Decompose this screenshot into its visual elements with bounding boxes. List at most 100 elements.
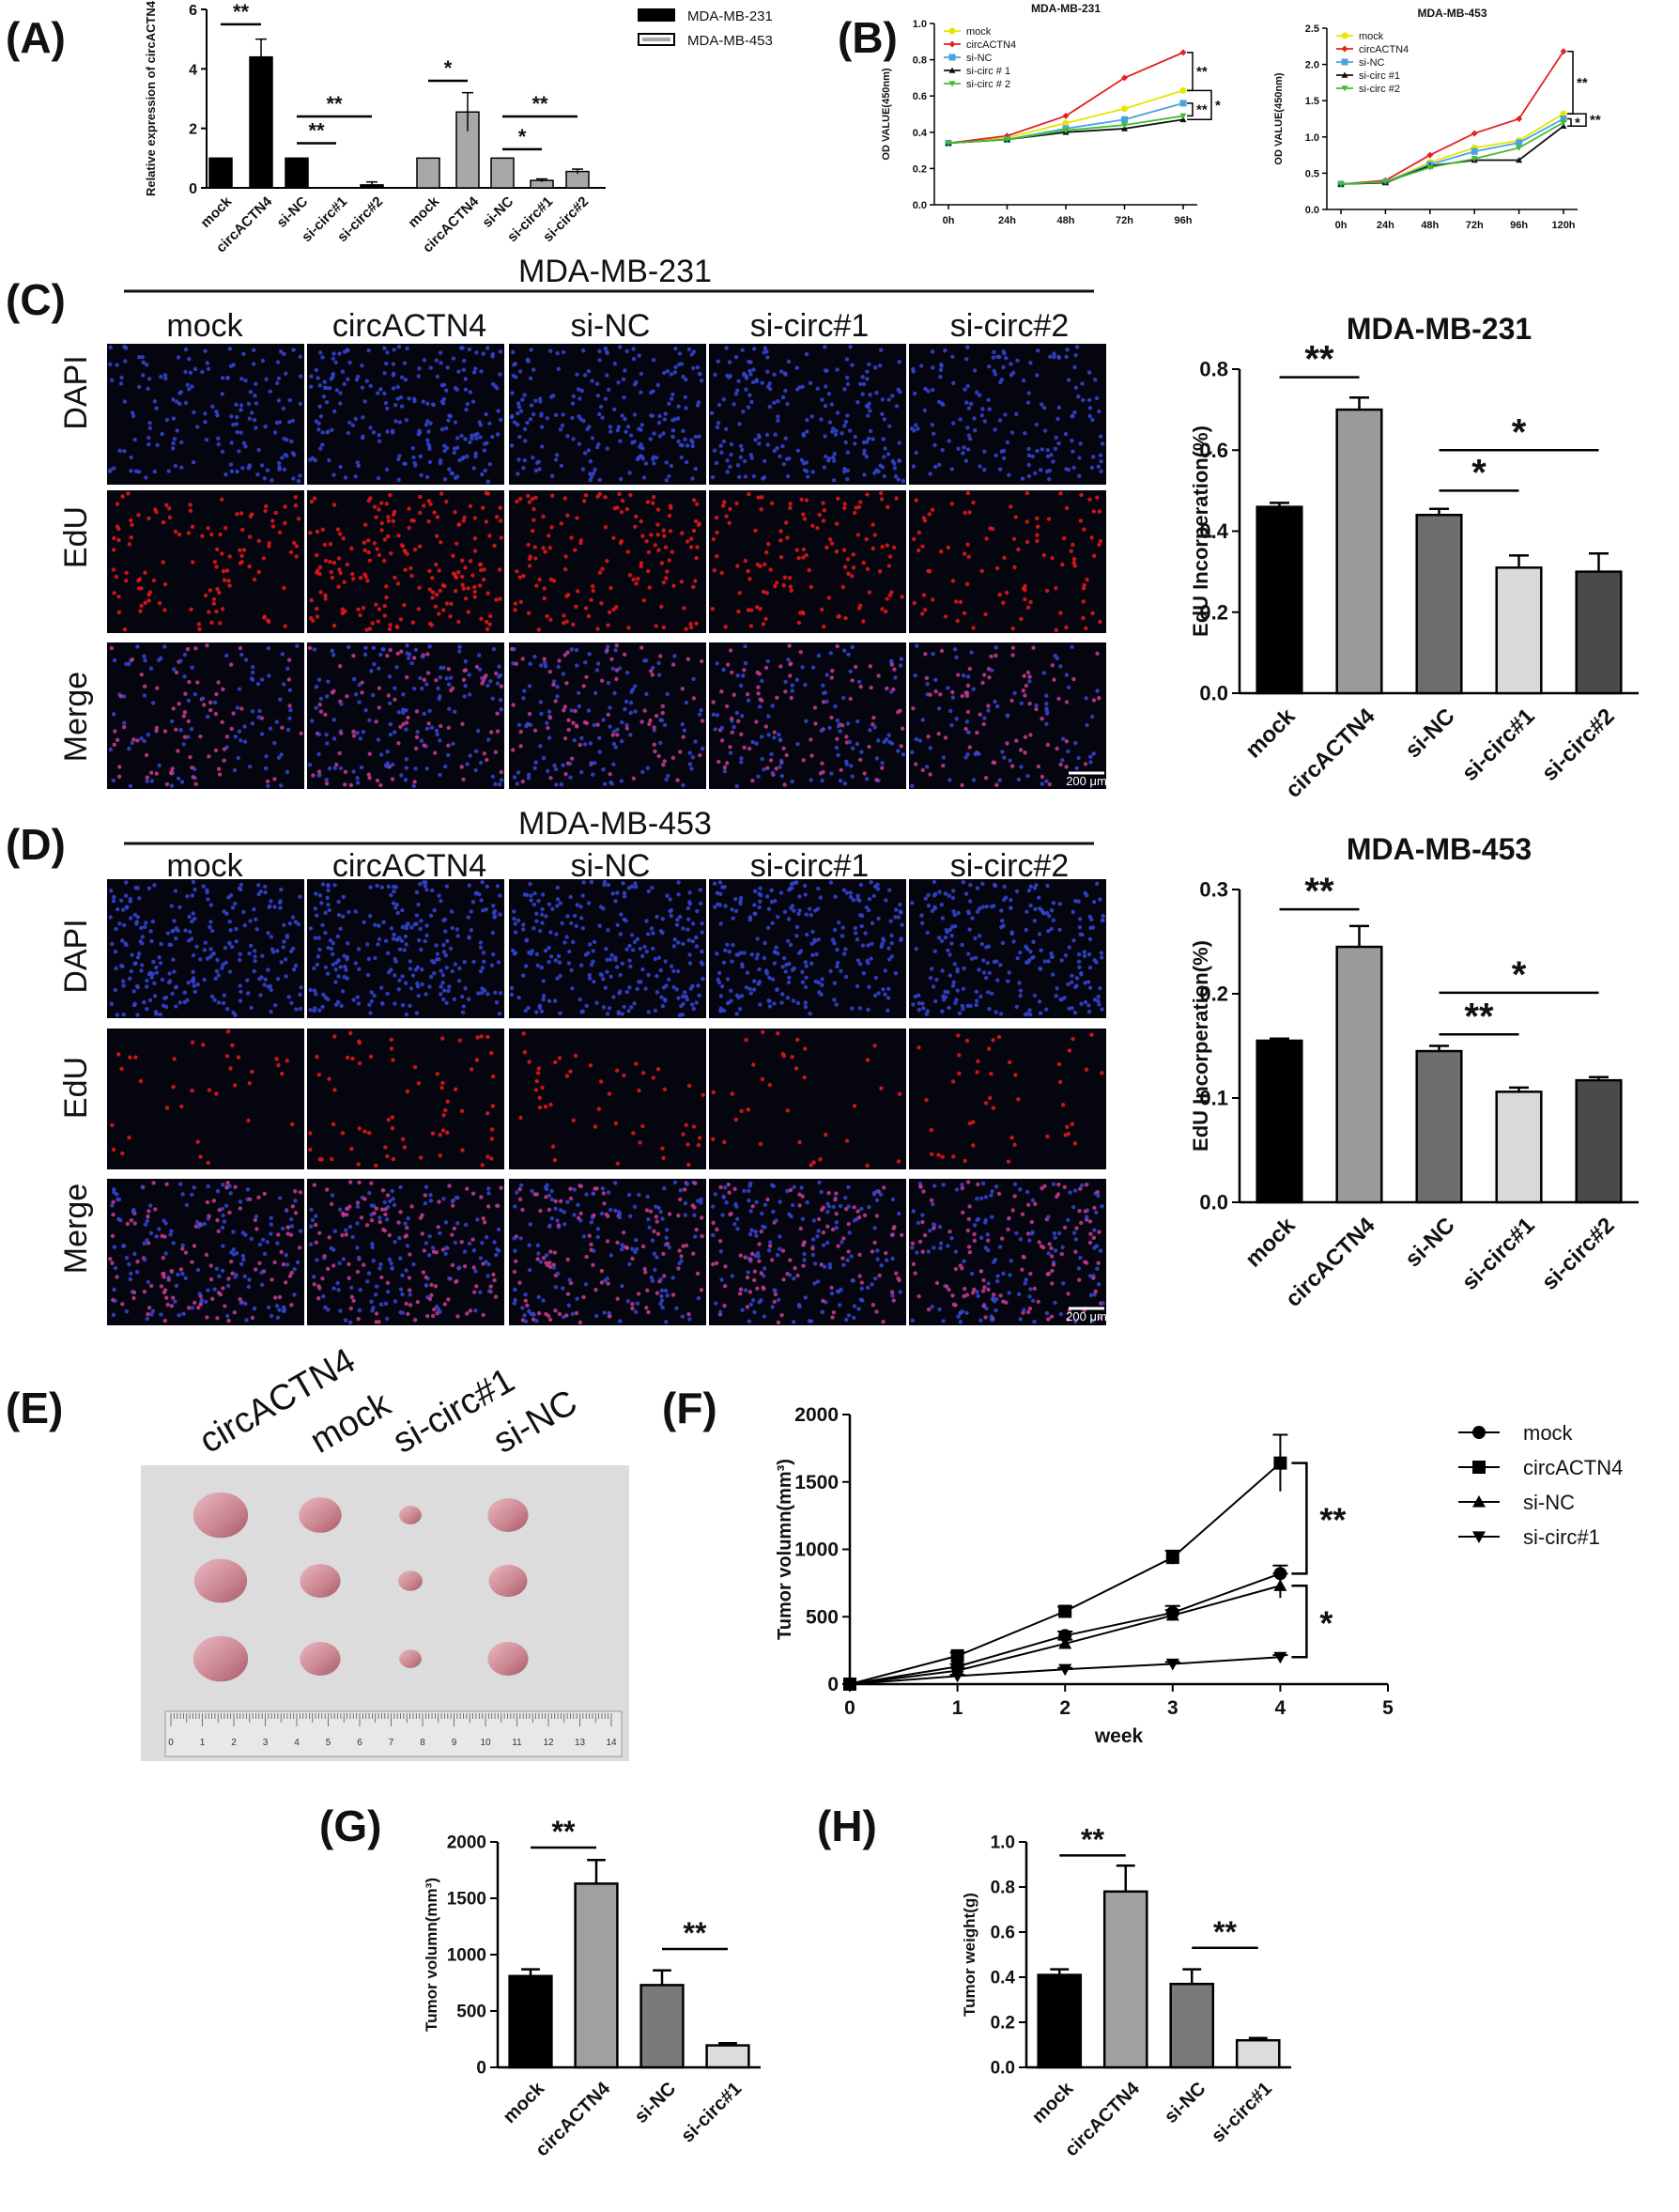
micro-d-cell-dot — [369, 1218, 375, 1223]
micro-c-cell-dot — [116, 774, 122, 779]
micro-d-cell-dot — [275, 1241, 280, 1245]
micro-d-cell-dot — [531, 926, 536, 931]
micro-c-cell-dot — [608, 780, 613, 785]
micro-d-cell-dot — [497, 1012, 502, 1016]
micro-c-cell-dot — [586, 613, 592, 619]
micro-c-cell-dot — [276, 376, 282, 381]
micro-c-cell-dot — [401, 692, 406, 697]
micro-d-cell-dot — [416, 994, 421, 998]
micro-c-cell-dot — [1060, 758, 1065, 763]
micro-c-cell-dot — [342, 349, 347, 354]
micro-d-cell-dot — [424, 888, 429, 892]
micro-c-cell-dot — [870, 722, 875, 727]
micro-d-cell-dot — [148, 1230, 154, 1236]
micro-d-cell-dot — [946, 948, 950, 953]
micro-d-cell-dot — [252, 907, 256, 912]
micro-c-cell-dot — [213, 748, 219, 752]
micro-d-cell-dot — [637, 980, 641, 984]
micro-c-cell-dot — [915, 643, 919, 648]
micro-c-cell-dot — [757, 441, 762, 446]
micro-c-cell-dot — [663, 411, 668, 416]
micro-c-cell-dot — [513, 601, 517, 606]
micro-d-cell-dot — [548, 1102, 553, 1107]
micro-c-cell-dot — [962, 445, 966, 450]
micro-c-cell-dot — [316, 769, 322, 774]
micro-c-cell-dot — [459, 346, 464, 350]
micro-d-cell-dot — [427, 1233, 432, 1239]
micro-d-cell-dot — [275, 976, 281, 982]
micro-c-cell-dot — [455, 445, 460, 450]
micro-c-cell-dot — [413, 647, 419, 652]
micro-d-cell-dot — [450, 968, 454, 974]
micro-c-cell-dot — [1063, 432, 1069, 437]
micro-c-cell-dot — [896, 387, 901, 392]
micro-c-cell-dot — [453, 709, 457, 714]
micro-d-cell-dot — [1096, 994, 1101, 999]
micro-c-cell-dot — [950, 354, 955, 359]
micro-c-cell-dot — [224, 735, 230, 739]
micro-c-cell-dot — [842, 502, 847, 506]
micro-d-cell-dot — [320, 1276, 325, 1281]
micro-d-cell-dot — [392, 932, 396, 937]
micro-c-cell-dot — [142, 654, 146, 658]
micro-d-cell-dot — [474, 1058, 480, 1062]
micro-c-cell-dot — [869, 686, 873, 690]
micro-c-cell-dot — [472, 589, 477, 595]
micro-d-cell-dot — [428, 1193, 433, 1198]
micro-c-cell-dot — [865, 369, 870, 374]
micro-c-cell-dot — [897, 441, 901, 445]
micro-d-cell-dot — [655, 914, 659, 920]
micro-c-cell-dot — [753, 438, 758, 442]
micro-d-cell-dot — [266, 1305, 271, 1310]
micro-c-cell-dot — [832, 458, 837, 463]
micro-d-cell-dot — [114, 926, 118, 932]
micro-d-cell-dot — [561, 1286, 565, 1291]
micro-d-cell-dot — [293, 1199, 298, 1203]
micro-c-cell-dot — [146, 516, 151, 521]
micro-d-cell-dot — [794, 924, 800, 930]
micro-c-cell-dot — [1095, 495, 1100, 500]
micro-c-cell-dot — [1055, 416, 1060, 422]
micro-d-cell-dot — [532, 891, 537, 896]
micro-d-cell-dot — [282, 939, 286, 944]
micro-d-cell-dot — [137, 896, 142, 901]
micro-c-cell-dot — [363, 707, 368, 713]
micro-d-cell-dot — [805, 932, 809, 937]
micro-d-cell-dot — [328, 938, 333, 943]
micro-c-cell-dot — [481, 351, 485, 356]
micro-d-cell-dot — [613, 957, 618, 963]
micro-c-cell-dot — [573, 708, 578, 714]
micro-d-cell-dot — [492, 1240, 497, 1245]
micro-d-cell-dot — [281, 1262, 286, 1267]
micro-c-cell-dot — [327, 386, 332, 391]
micro-c-cell-dot — [266, 783, 270, 789]
micro-c-cell-dot — [1058, 762, 1063, 767]
micro-c-cell-dot — [428, 502, 433, 506]
micro-d-cell-dot — [186, 981, 191, 985]
micro-d-cell-dot — [418, 882, 423, 887]
micro-c-cell-dot — [393, 686, 397, 690]
micro-c-cell-dot — [381, 647, 386, 652]
micro-c-cell-dot — [880, 761, 885, 766]
micro-d-cell-dot — [400, 924, 406, 930]
micro-d-cell-dot — [1027, 958, 1032, 963]
micro-d-cell-dot — [133, 1055, 138, 1060]
micro-d-cell-dot — [1100, 1007, 1104, 1012]
micro-c-cell-dot — [772, 730, 777, 735]
micro-c-cell-dot — [997, 418, 1003, 423]
micro-d-cell-dot — [985, 960, 991, 966]
micro-c-cell-dot — [144, 752, 149, 758]
micro-c-cell-dot — [351, 769, 356, 774]
micro-d-cell-dot — [425, 1314, 430, 1319]
micro-c-cell-dot — [239, 403, 244, 408]
micro-d-cell-dot — [113, 987, 118, 993]
micro-c-cell-dot — [925, 682, 930, 687]
micro-d-cell-dot — [351, 1298, 356, 1304]
micro-c-cell-dot — [804, 719, 809, 723]
micro-d-cell-dot — [568, 1186, 573, 1191]
micro-c-cell-dot — [815, 526, 820, 531]
micro-d-cell-dot — [626, 886, 632, 890]
micro-d-cell-dot — [540, 1085, 545, 1091]
micro-c-edu-si-nc — [509, 490, 706, 633]
micro-c-cell-dot — [1035, 538, 1040, 544]
